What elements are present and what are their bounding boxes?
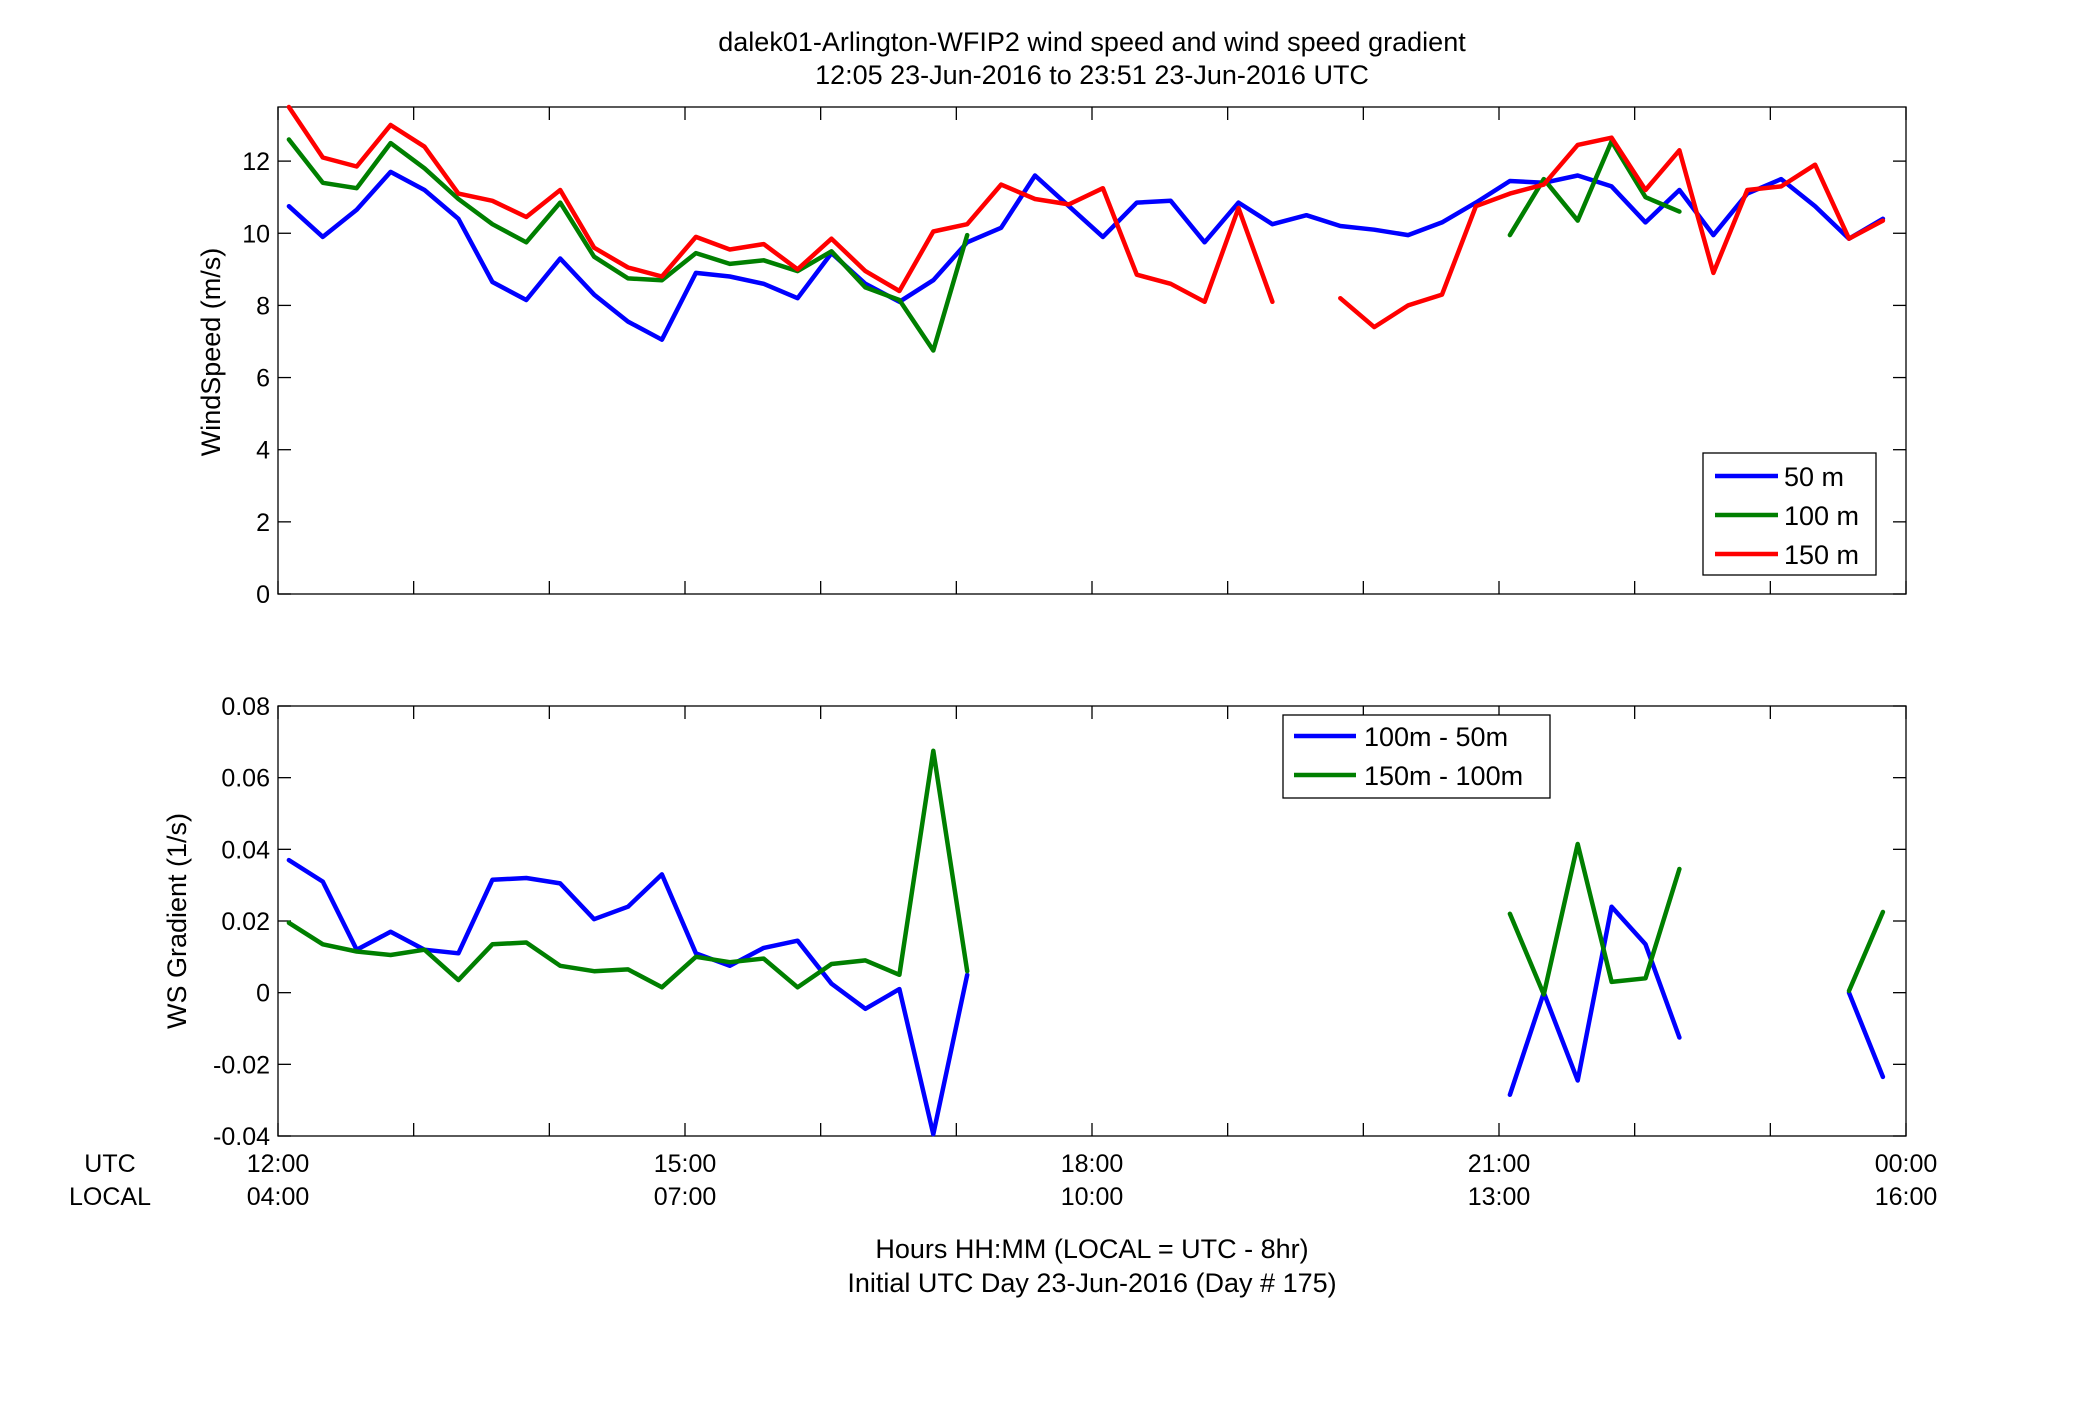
windspeed-ylabel: WindSpeed (m/s): [196, 248, 226, 457]
gradient-legend-box: [1282, 714, 1551, 799]
windspeed-ytick-label: 8: [256, 292, 270, 320]
gradient-ytick-label: 0.08: [221, 693, 270, 721]
windspeed-legend: 50 m 100 m 150 m: [1702, 452, 1877, 576]
legend-label-50m: 50 m: [1784, 462, 1844, 492]
x-axis-label: Hours HH:MM (LOCAL = UTC - 8hr): [875, 1234, 1308, 1264]
gradient-ytick-label: 0.02: [221, 908, 270, 936]
x-axis-sublabel: Initial UTC Day 23-Jun-2016 (Day # 175): [847, 1268, 1336, 1298]
gradient-ytick-label: 0: [256, 980, 270, 1008]
windspeed-series-line-100-m: [286, 137, 1682, 353]
windspeed-series-line-150-m: [286, 104, 1886, 330]
windspeed-ticks: 0 2 4 6 8 10 12: [242, 107, 1907, 609]
gradient-ylabel: WS Gradient (1/s): [162, 813, 192, 1029]
windspeed-ytick-label: 10: [242, 220, 270, 248]
utc-row-label: UTC: [84, 1150, 135, 1178]
legend-label-150m: 150 m: [1784, 540, 1859, 570]
xtick-label-local: 10:00: [1061, 1183, 1124, 1211]
gradient-ytick-label: -0.04: [213, 1123, 270, 1151]
gradient-ytick-label: 0.04: [221, 836, 270, 864]
chart-title: dalek01-Arlington-WFIP2 wind speed and w…: [718, 27, 1466, 57]
windspeed-axes: 0 2 4 6 8 10 12 WindSpeed (m/s) 50 m 100 m 150…: [196, 104, 1907, 609]
xtick-label-local: 13:00: [1468, 1183, 1531, 1211]
legend-label-100m-50m: 100m - 50m: [1364, 722, 1508, 752]
gradient-ytick-label: 0.06: [221, 765, 270, 793]
legend-label-100m: 100 m: [1784, 501, 1859, 531]
gradient-ticks: -0.04 -0.02 0 0.02 0.04 0.06 0.08 12:00 04:00 15:…: [213, 693, 1937, 1211]
local-row-label: LOCAL: [69, 1183, 151, 1211]
windspeed-series: [286, 104, 1886, 353]
xtick-label-utc: 21:00: [1468, 1150, 1531, 1178]
windspeed-ytick-label: 2: [256, 509, 270, 537]
windspeed-ytick-label: 0: [256, 581, 270, 609]
windspeed-series-line-50-m: [286, 169, 1886, 342]
xtick-label-local: 16:00: [1875, 1183, 1938, 1211]
gradient-axes: -0.04 -0.02 0 0.02 0.04 0.06 0.08 12:00 04:00 15:…: [162, 693, 1937, 1211]
legend-label-150m-100m: 150m - 100m: [1364, 761, 1523, 791]
xtick-label-local: 07:00: [654, 1183, 717, 1211]
chart-subtitle: 12:05 23-Jun-2016 to 23:51 23-Jun-2016 U…: [815, 60, 1369, 90]
xtick-label-utc: 18:00: [1061, 1150, 1124, 1178]
windspeed-ytick-label: 4: [256, 437, 270, 465]
gradient-ytick-label: -0.02: [213, 1051, 270, 1079]
xtick-label-utc: 12:00: [247, 1150, 310, 1178]
gradient-legend: 100m - 50m 150m - 100m: [1282, 714, 1551, 799]
windspeed-plot-frame: [277, 106, 1907, 595]
xtick-label-local: 04:00: [247, 1183, 310, 1211]
windspeed-ytick-label: 12: [242, 148, 270, 176]
gradient-series-line-150m-100m: [286, 748, 1886, 997]
gradient-series: [286, 748, 1886, 1137]
windspeed-ytick-label: 6: [256, 365, 270, 393]
xtick-label-utc: 15:00: [654, 1150, 717, 1178]
xtick-label-utc: 00:00: [1875, 1150, 1938, 1178]
